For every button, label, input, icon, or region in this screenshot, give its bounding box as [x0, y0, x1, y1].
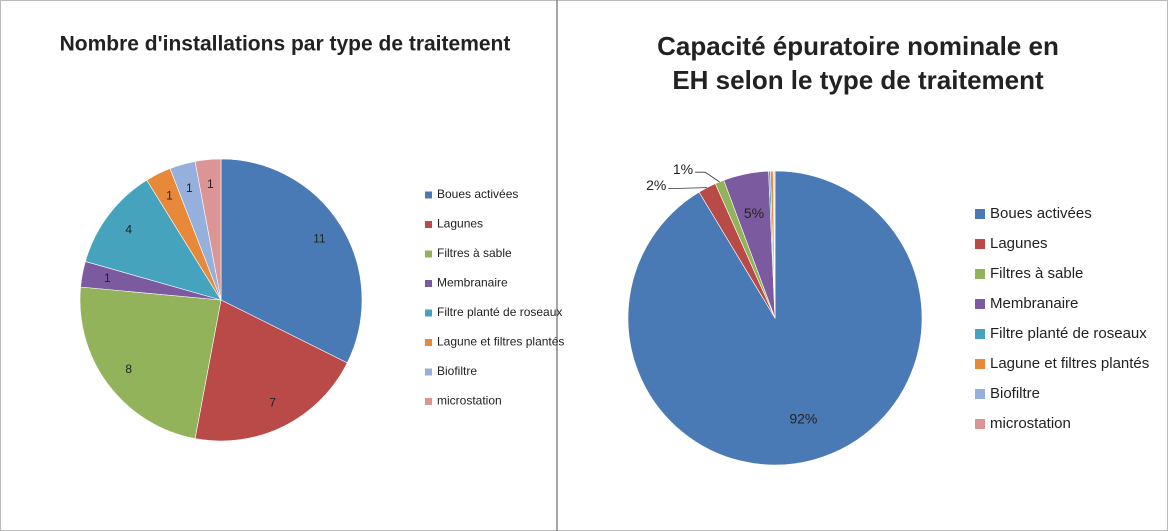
legend-label: Boues activées [990, 205, 1092, 222]
legend-swatch [425, 368, 432, 376]
pie-slice [85, 179, 222, 301]
legend-label: Membranaire [990, 295, 1078, 312]
legend-label: Filtres à sable [437, 246, 512, 260]
leader-line [668, 187, 708, 189]
pie-slice [773, 170, 776, 319]
legend-swatch [425, 280, 432, 287]
legend-swatch [975, 239, 985, 249]
legend-swatch [425, 339, 432, 346]
legend-label: Biofiltre [437, 364, 477, 378]
data-label: 5% [744, 205, 764, 221]
legend-label: Lagunes [437, 217, 483, 231]
data-label: 7 [269, 396, 276, 410]
legend-swatch [975, 389, 985, 399]
legend-swatch [975, 209, 985, 219]
legend-swatch [975, 359, 985, 369]
legend-swatch [425, 191, 432, 199]
legend-label: Boues activées [437, 187, 518, 201]
pie-slice [220, 158, 363, 364]
data-label: 11 [313, 231, 326, 245]
legend-label: Lagune et filtres plantés [990, 355, 1149, 372]
chart-title: Nombre d'installations par type de trait… [60, 33, 511, 56]
pie-slice [194, 299, 348, 442]
legend-label: Filtres à sable [990, 265, 1083, 282]
legend-label: Filtre planté de roseaux [437, 305, 562, 319]
legend-label: Lagune et filtres plantés [437, 335, 564, 349]
legend-label: microstation [437, 394, 502, 408]
data-label: 4 [125, 222, 132, 236]
legend-swatch [425, 309, 432, 317]
legend-swatch [975, 419, 985, 429]
legend-label: Biofiltre [990, 385, 1040, 402]
chart-title: Capacité épuratoire nominale en EH selon … [657, 31, 1059, 95]
data-label: 8 [125, 362, 132, 376]
data-label: 92% [789, 411, 817, 427]
pie-slice [79, 286, 222, 439]
legend-label: Filtre planté de roseaux [990, 325, 1147, 342]
data-label: 1 [207, 177, 214, 191]
legend-swatch [975, 299, 985, 309]
legend-label: microstation [990, 415, 1071, 432]
legend-label: Lagunes [990, 235, 1048, 252]
data-label: 1 [186, 181, 193, 195]
legend-label: Membranaire [437, 276, 508, 290]
title-line: EH selon le type de traitement [672, 65, 1044, 95]
leader-line [695, 171, 720, 183]
legend-swatch [425, 398, 432, 405]
data-label: 2% [646, 177, 666, 193]
pie-slice [194, 158, 222, 301]
legend-swatch [425, 250, 432, 258]
legend-swatch [425, 221, 432, 228]
legend-swatch [975, 329, 985, 339]
data-label: 1 [166, 189, 173, 203]
legend-swatch [975, 269, 985, 279]
data-label: 1 [104, 271, 111, 285]
title-line: Capacité épuratoire nominale en [657, 31, 1059, 61]
data-label: 1% [673, 161, 693, 177]
